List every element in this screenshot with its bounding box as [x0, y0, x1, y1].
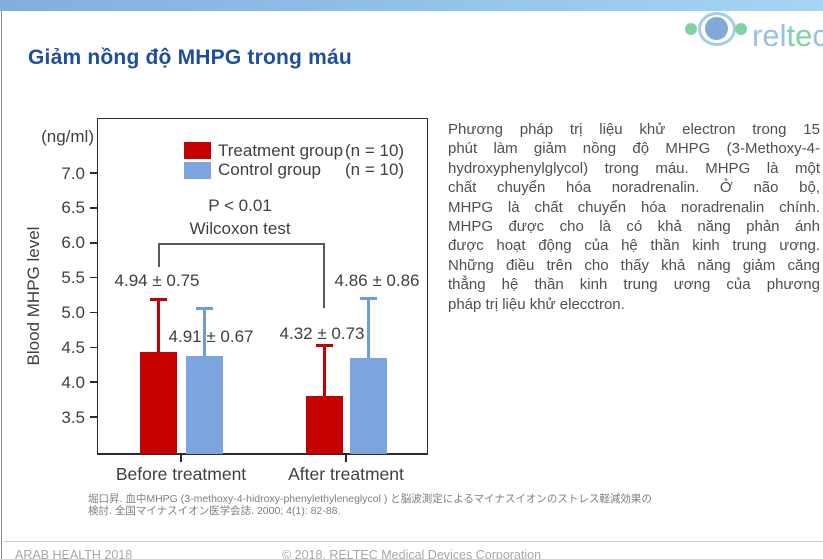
slide-title: Giảm nồng độ MHPG trong máu — [28, 46, 352, 69]
logo-letter: l — [779, 18, 787, 53]
description-line: được hoạt động của hệ thần kinh trung ươ… — [448, 237, 820, 255]
slide-left-border — [1, 11, 2, 559]
description-line: hydroxyphenylglycol) trong máu. MHPG là … — [448, 159, 820, 177]
error-bar-stem-treatment-before — [157, 299, 160, 353]
y-tick-label: 3.5 — [61, 407, 85, 427]
citation: 堀口昇. 血中MHPG (3-methoxy-4-hidroxy-phenyle… — [88, 493, 808, 517]
y-axis-unit-label: (ng/ml) — [41, 127, 94, 146]
legend-row-treatment: Treatment group (n = 10) — [184, 141, 404, 161]
logo-letter: c — [812, 18, 823, 53]
y-tick-mark — [90, 207, 97, 209]
y-tick-mark — [90, 346, 97, 349]
value-label-control-after: 4.86 ± 0.86 — [334, 271, 420, 290]
logo-letter: e — [795, 18, 813, 53]
description-line: Những điều trên cho thấy khả năng giảm c… — [448, 256, 820, 274]
bar-control-before — [186, 355, 223, 454]
significance-bracket-top — [158, 243, 324, 245]
bar-control-after — [350, 358, 387, 454]
significance-bracket-left-arm — [158, 243, 160, 267]
y-tick-label: 6.0 — [61, 233, 85, 253]
description-line: thẳng hệ thần kinh trung ương của phương — [448, 276, 820, 294]
description-line: Phương pháp trị liệu khử electron trong … — [448, 121, 820, 138]
logo-letter: t — [786, 18, 796, 53]
y-tick-label: 4.0 — [61, 372, 85, 392]
significance-bracket-right-arm — [323, 243, 325, 308]
y-tick-mark — [90, 381, 97, 383]
x-tick-mark — [180, 455, 182, 462]
value-label-control-before: 4.91 ± 0.67 — [168, 327, 254, 346]
x-category-label-before: Before treatment — [115, 464, 247, 484]
legend-count-control: (n = 10) — [345, 160, 405, 180]
x-tick-mark — [345, 455, 347, 462]
logo-left-dot-icon — [685, 23, 697, 35]
y-tick-mark — [90, 276, 97, 279]
legend-row-control: Control group (n = 10) — [184, 160, 405, 181]
stat-test-label: Wilcoxon test — [189, 219, 291, 238]
legend-label-control: Control group — [218, 160, 322, 180]
y-tick-label: 4.5 — [61, 337, 85, 357]
error-bar-cap-treatment-after — [316, 343, 333, 347]
y-tick-label: 6.5 — [61, 198, 85, 218]
logo-letter: e — [762, 18, 780, 53]
error-bar-stem-control-before — [203, 308, 206, 356]
y-tick-mark — [90, 242, 97, 244]
description-line: MHPG được cho là có khả năng phản ánh — [448, 218, 820, 236]
reltec-logo: reltec — [680, 8, 823, 66]
citation-line-2: 検討. 全国マイナスイオン医学会誌. 2000; 4(1): 82-88. — [88, 504, 341, 517]
y-tick-label: 5.5 — [61, 268, 85, 288]
description-line: MHPG là chất chuyển hóa noradrenalin chí… — [448, 198, 820, 216]
chart-legend: Treatment group (n = 10) Control group (n =… — [184, 141, 404, 180]
footer-event-label: ARAB HEALTH 2018 — [15, 548, 133, 559]
logo-ring-icon — [698, 12, 736, 46]
description-paragraph: Phương pháp trị liệu khử electron trong … — [448, 120, 820, 314]
y-tick-mark — [90, 172, 97, 174]
error-bar-cap-control-after — [360, 297, 377, 301]
logo-core-circle-icon — [705, 17, 728, 40]
legend-label-treatment: Treatment group — [218, 140, 344, 160]
plot-frame — [97, 118, 428, 455]
legend-swatch-treatment — [184, 142, 211, 160]
y-tick-mark — [90, 311, 97, 314]
error-bar-stem-treatment-after — [323, 345, 326, 397]
footer-copyright: © 2018, RELTEC Medical Devices Corporati… — [281, 548, 542, 559]
logo-right-dot-icon — [735, 23, 747, 35]
y-tick-label: 7.0 — [61, 163, 85, 183]
y-tick-label: 5.0 — [61, 302, 85, 322]
error-bar-stem-control-after — [367, 298, 370, 359]
y-tick-mark — [90, 416, 97, 418]
p-value-label: P < 0.01 — [208, 196, 272, 215]
description-line: phút làm giảm nồng độ MHPG (3-Methoxy-4- — [448, 140, 820, 158]
x-category-label-after: After treatment — [288, 464, 404, 484]
error-bar-cap-control-before — [196, 307, 213, 311]
error-bar-cap-treatment-before — [150, 298, 167, 302]
top-accent-bar — [0, 0, 823, 11]
logo-wordmark: reltec — [752, 8, 823, 66]
logo-letter: r — [752, 18, 763, 53]
value-label-treatment-after: 4.32 ± 0.73 — [279, 324, 365, 343]
footer-divider — [4, 541, 823, 542]
citation-line-1: 堀口昇. 血中MHPG (3-methoxy-4-hidroxy-phenyle… — [88, 493, 652, 505]
legend-swatch-control — [184, 161, 211, 179]
legend-count-treatment: (n = 10) — [345, 140, 405, 160]
bar-treatment-before — [140, 352, 177, 454]
description-line: pháp trị liệu khử elecctron. — [448, 295, 625, 313]
value-label-treatment-before: 4.94 ± 0.75 — [114, 271, 200, 290]
bar-treatment-after — [306, 396, 343, 454]
description-line: chất chuyển hóa noradrenalin. Ở não bộ, — [448, 179, 820, 197]
